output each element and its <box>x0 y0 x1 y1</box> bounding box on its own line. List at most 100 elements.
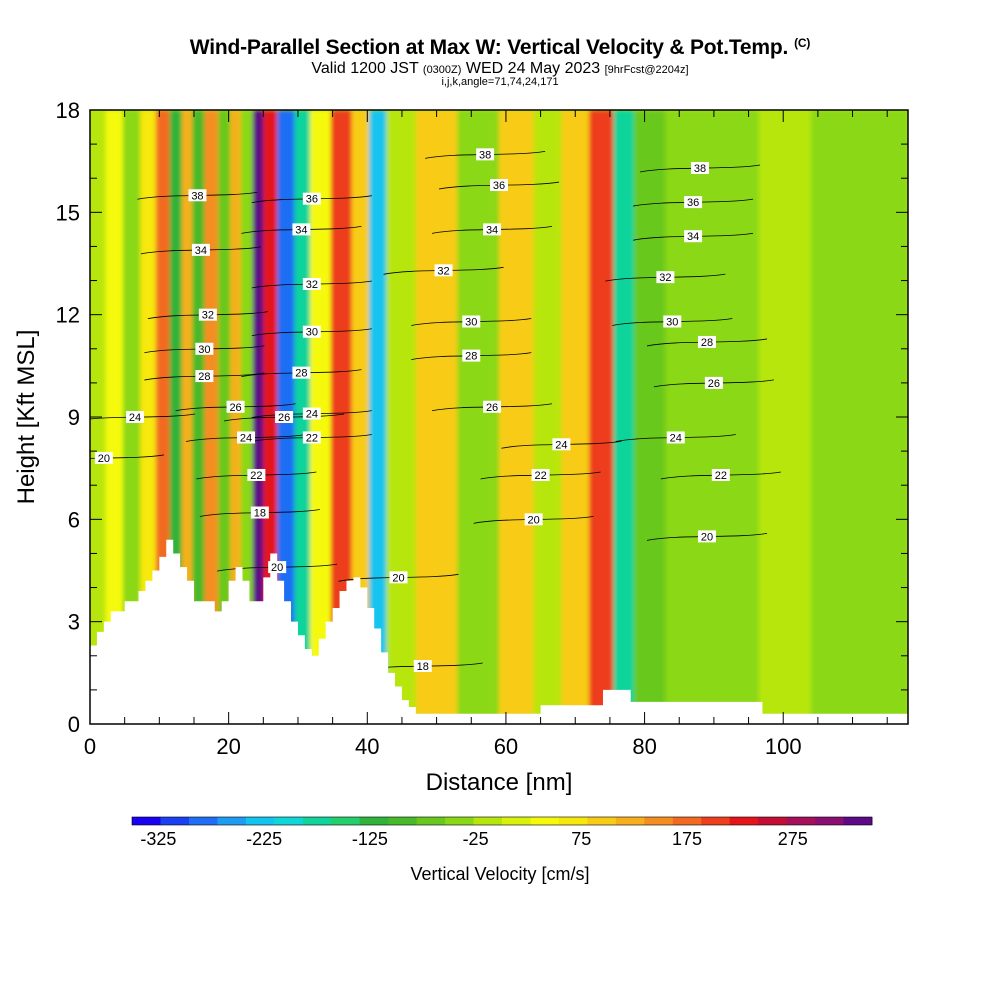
velocity-band <box>589 110 614 724</box>
x-axis-label: Distance [nm] <box>426 769 573 796</box>
theta-label: 30 <box>462 315 481 328</box>
x-tick-label: 0 <box>84 734 96 759</box>
theta-label-text: 24 <box>240 432 252 444</box>
theta-label-bg <box>413 660 432 673</box>
theta-label-text: 26 <box>229 402 241 414</box>
theta-label: 20 <box>94 451 113 465</box>
theta-label-text: 38 <box>191 190 203 202</box>
theta-label: 26 <box>704 376 723 390</box>
theta-label-bg <box>697 530 716 543</box>
theta-label-bg <box>198 308 217 321</box>
theta-label-text: 30 <box>198 344 210 356</box>
theta-label-bg <box>275 411 294 423</box>
theta-label-bg <box>524 513 543 526</box>
theta-label-bg <box>552 438 571 451</box>
theta-label-bg <box>302 277 321 290</box>
theta-label: 28 <box>697 335 716 349</box>
velocity-band <box>457 110 499 724</box>
theta-label: 18 <box>250 506 269 520</box>
theta-label: 20 <box>389 571 408 584</box>
theta-label: 20 <box>697 530 716 543</box>
theta-label: 18 <box>413 660 432 673</box>
colorbar-swatch <box>587 817 617 825</box>
theta-label-bg <box>302 325 321 338</box>
theta-label-bg <box>195 342 214 355</box>
velocity-band <box>758 110 811 724</box>
theta-label-text: 36 <box>687 197 699 209</box>
theta-label-bg <box>711 468 730 481</box>
chart-subtitle: Valid 1200 JST (0300Z) WED 24 May 2023 [… <box>311 60 689 77</box>
velocity-band <box>105 110 123 724</box>
y-tick-label: 15 <box>56 200 80 225</box>
velocity-band <box>240 110 253 724</box>
x-tick-label: 40 <box>355 734 379 759</box>
theta-label-bg <box>483 400 502 413</box>
x-tick-label: 80 <box>632 734 656 759</box>
theta-label-text: 28 <box>295 368 307 380</box>
theta-label-bg <box>483 223 502 236</box>
theta-label-text: 24 <box>129 412 141 424</box>
theta-label: 36 <box>490 179 508 192</box>
theta-label: 38 <box>691 161 710 175</box>
theta-label: 22 <box>711 468 730 482</box>
theta-label-text: 22 <box>534 470 546 482</box>
theta-label: 34 <box>191 243 210 257</box>
theta-label-bg <box>302 431 321 444</box>
colorbar-swatch <box>445 817 474 825</box>
colorbar: -325 -225 -125 -25 75 175 275 <box>131 816 873 849</box>
velocity-band <box>533 110 562 724</box>
theta-label: 32 <box>302 277 321 291</box>
theta-label-text: 24 <box>555 439 567 451</box>
theta-label: 30 <box>302 325 321 339</box>
theta-label: 36 <box>302 192 321 206</box>
theta-label-text: 36 <box>306 194 318 206</box>
colorbar-swatch <box>302 817 332 825</box>
colorbar-swatch <box>359 817 389 825</box>
theta-label: 32 <box>656 271 675 284</box>
colorbar-swatch <box>558 817 588 825</box>
colorbar-tick-label: -125 <box>352 829 388 849</box>
theta-label-text: 38 <box>479 149 491 161</box>
y-tick-label: 18 <box>56 98 80 123</box>
y-tick-label: 6 <box>68 507 80 532</box>
theta-label-bg <box>691 161 710 174</box>
colorbar-swatch <box>217 817 247 825</box>
velocity-band <box>192 110 205 724</box>
velocity-band <box>252 110 264 724</box>
y-tick-label: 9 <box>68 405 80 430</box>
velocity-band <box>634 110 666 724</box>
theta-label: 24 <box>302 407 321 421</box>
y-tick-label: 12 <box>56 303 80 328</box>
colorbar-tick-label: -325 <box>140 829 176 849</box>
colorbar-swatch <box>729 817 759 825</box>
colorbar-tick-label: 75 <box>571 829 591 849</box>
velocity-band <box>351 110 370 724</box>
theta-label-bg <box>704 376 723 389</box>
theta-label: 22 <box>302 431 321 444</box>
theta-label-text: 26 <box>278 412 290 424</box>
theta-label-text: 24 <box>670 432 682 444</box>
colorbar-tick-label: -25 <box>463 829 489 849</box>
x-tick-label: 60 <box>494 734 518 759</box>
theta-label-text: 34 <box>295 224 307 236</box>
theta-label: 24 <box>552 438 571 451</box>
theta-label-bg <box>94 451 113 464</box>
theta-label-text: 20 <box>392 572 404 584</box>
theta-label-text: 34 <box>687 231 699 243</box>
colorbar-swatch <box>615 817 645 825</box>
theta-label-bg <box>302 407 321 420</box>
theta-label-text: 22 <box>715 470 727 482</box>
copyright-mark: (C) <box>794 36 811 50</box>
theta-label: 30 <box>195 342 214 356</box>
theta-label: 34 <box>483 223 502 236</box>
theta-label-text: 26 <box>708 378 720 390</box>
theta-label-text: 30 <box>306 327 318 339</box>
theta-label-text: 20 <box>528 514 540 526</box>
theta-label-text: 34 <box>195 245 207 257</box>
theta-label: 34 <box>292 223 311 236</box>
colorbar-tick-label: 175 <box>672 829 702 849</box>
theta-label-bg <box>663 315 682 328</box>
theta-label-text: 32 <box>659 272 671 284</box>
theta-label-bg <box>191 243 210 256</box>
velocity-band <box>204 110 219 724</box>
